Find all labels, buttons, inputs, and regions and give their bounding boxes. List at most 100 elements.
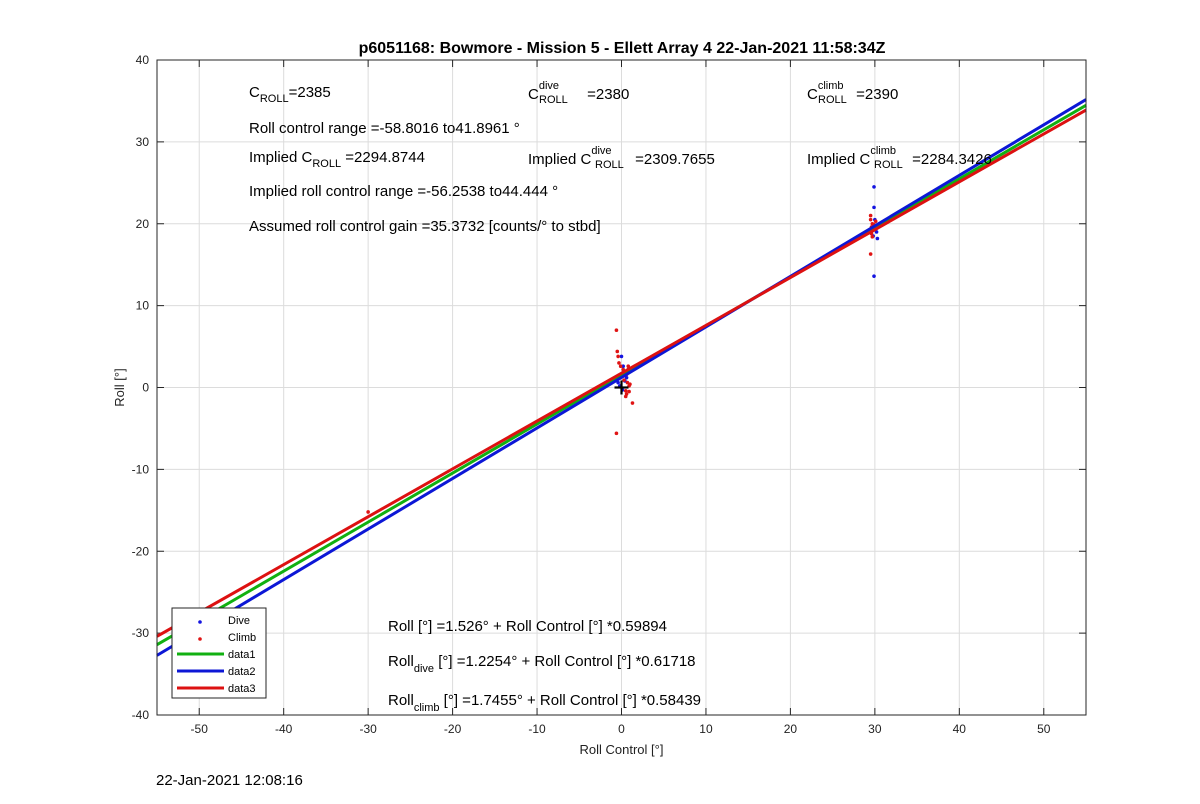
c-roll-dive-base: C (528, 86, 539, 103)
implied-dive-prefix: Implied C (528, 151, 592, 168)
climb-point (618, 364, 623, 369)
climb-point (868, 217, 873, 222)
implied-c-roll-value: =2294.8744 (341, 149, 425, 166)
x-tick-label: -10 (528, 722, 546, 736)
data2-fit-line (156, 98, 1087, 657)
fit-climb-rest: [°] =1.7455° + Roll Control [°] *0.58439 (440, 692, 702, 709)
c-roll-climb-base: C (807, 86, 818, 103)
dive-point (875, 236, 880, 241)
x-axis-label: Roll Control [°] (580, 742, 664, 757)
climb-point (630, 401, 635, 405)
c-roll-dive-subscript: ROLL (539, 94, 568, 106)
climb-point (615, 349, 620, 354)
climb-point (626, 364, 631, 369)
dive-point (624, 375, 629, 380)
annotation-fit-dive: Rolldive [°] =1.2254° + Roll Control [°]… (388, 653, 696, 675)
legend-dive-label: Dive (228, 615, 250, 627)
implied-dive-subscript: ROLL (595, 159, 624, 171)
c-roll-dive-superscript: dive (539, 80, 559, 92)
annotation-implied-c-roll-dive: Implied Cdive ROLL =2309.7655 (528, 145, 715, 171)
x-tick-label: -50 (191, 722, 209, 736)
implied-climb-value: =2284.3426 (908, 151, 992, 168)
implied-c-roll-subscript: ROLL (312, 158, 341, 170)
implied-climb-subscript: ROLL (874, 159, 903, 171)
legend-data2-label: data2 (228, 666, 256, 678)
y-tick-label: 10 (136, 299, 150, 313)
implied-prefix: Implied C (249, 149, 313, 166)
climb-point (868, 213, 873, 218)
legend-climb-label: Climb (228, 632, 256, 644)
climb-point (870, 235, 875, 239)
y-tick-label: -30 (132, 626, 150, 640)
annotation-c-roll: CROLL=2385 (249, 84, 331, 105)
annotation-c-roll-dive: Cdive ROLL =2380 (528, 80, 629, 106)
y-tick-label: 0 (142, 381, 149, 395)
y-tick-label: -20 (132, 544, 150, 558)
climb-point (868, 252, 873, 256)
climb-point (623, 394, 628, 399)
dive-point (619, 354, 624, 359)
c-roll-climb-subscript: ROLL (818, 94, 847, 106)
fit-dive-rest: [°] =1.2254° + Roll Control [°] *0.61718 (434, 653, 696, 670)
x-tick-label: -20 (444, 722, 462, 736)
x-tick-label: 10 (699, 722, 713, 736)
c-roll-value: =2385 (289, 84, 331, 101)
annotation-assumed-gain: Assumed roll control gain =35.3732 [coun… (249, 218, 601, 235)
climb-point (366, 510, 370, 514)
c-roll-dive-value: =2380 (583, 86, 629, 103)
annotation-c-roll-climb: Cclimb ROLL =2390 (807, 80, 898, 106)
x-tick-label: 50 (1037, 722, 1051, 736)
annotation-implied-roll-range: Implied roll control range =-56.2538 to4… (249, 183, 558, 200)
climb-point (623, 388, 628, 393)
x-tick-label: 40 (953, 722, 967, 736)
y-tick-label: -40 (132, 708, 150, 722)
fit-dive-base: Roll (388, 653, 414, 670)
x-tick-label: -30 (359, 722, 377, 736)
fit-climb-base: Roll (388, 692, 414, 709)
annotation-fit-all: Roll [°] =1.526° + Roll Control [°] *0.5… (388, 618, 667, 635)
climb-point (616, 354, 620, 359)
legend-data1-label: data1 (228, 649, 256, 661)
y-tick-label: 20 (136, 217, 150, 231)
legend-dive-marker (198, 620, 202, 624)
x-tick-label: 20 (784, 722, 798, 736)
legend-climb-marker (198, 637, 202, 641)
annotations: CROLL=2385 Cdive ROLL =2380 Cclimb ROLL =2… (249, 80, 992, 714)
dive-point (874, 230, 879, 234)
y-tick-label: -10 (132, 462, 150, 476)
climb-point (873, 219, 878, 224)
dive-point (621, 364, 625, 369)
dive-point (872, 274, 876, 278)
climb-point (614, 431, 619, 436)
annotation-implied-c-roll: Implied CROLL =2294.8744 (249, 149, 425, 170)
implied-dive-superscript: dive (591, 145, 611, 157)
annotation-fit-climb: Rollclimb [°] =1.7455° + Roll Control [°… (388, 692, 701, 714)
x-tick-label: 0 (618, 722, 625, 736)
climb-point (627, 389, 631, 394)
fit-dive-subscript: dive (414, 663, 434, 675)
data3-fit-line (156, 108, 1087, 638)
y-axis-label: Roll [°] (112, 368, 127, 406)
c-roll-subscript: ROLL (260, 93, 289, 105)
annotation-roll-control-range: Roll control range =-58.8016 to41.8961 ° (249, 120, 520, 137)
y-tick-label: 30 (136, 135, 150, 149)
chart-title: p6051168: Bowmore - Mission 5 - Ellett A… (359, 40, 886, 57)
scatter-points (199, 185, 880, 627)
implied-dive-value: =2309.7655 (631, 151, 715, 168)
data1-fit-line (156, 103, 1087, 647)
climb-point (622, 378, 626, 382)
legend: Dive Climb data1 data2 data3 (171, 607, 267, 699)
y-tick-label: 40 (136, 53, 150, 67)
legend-data3-label: data3 (228, 683, 256, 695)
origin-marker (614, 380, 629, 395)
fit-lines (156, 98, 1087, 657)
x-tick-label: 30 (868, 722, 882, 736)
climb-point (614, 328, 619, 332)
dive-point (872, 205, 876, 210)
c-roll-climb-value: =2390 (852, 86, 898, 103)
climb-point (617, 361, 621, 365)
c-roll-base: C (249, 84, 260, 101)
c-roll-climb-superscript: climb (818, 80, 844, 92)
dive-point (872, 185, 876, 189)
